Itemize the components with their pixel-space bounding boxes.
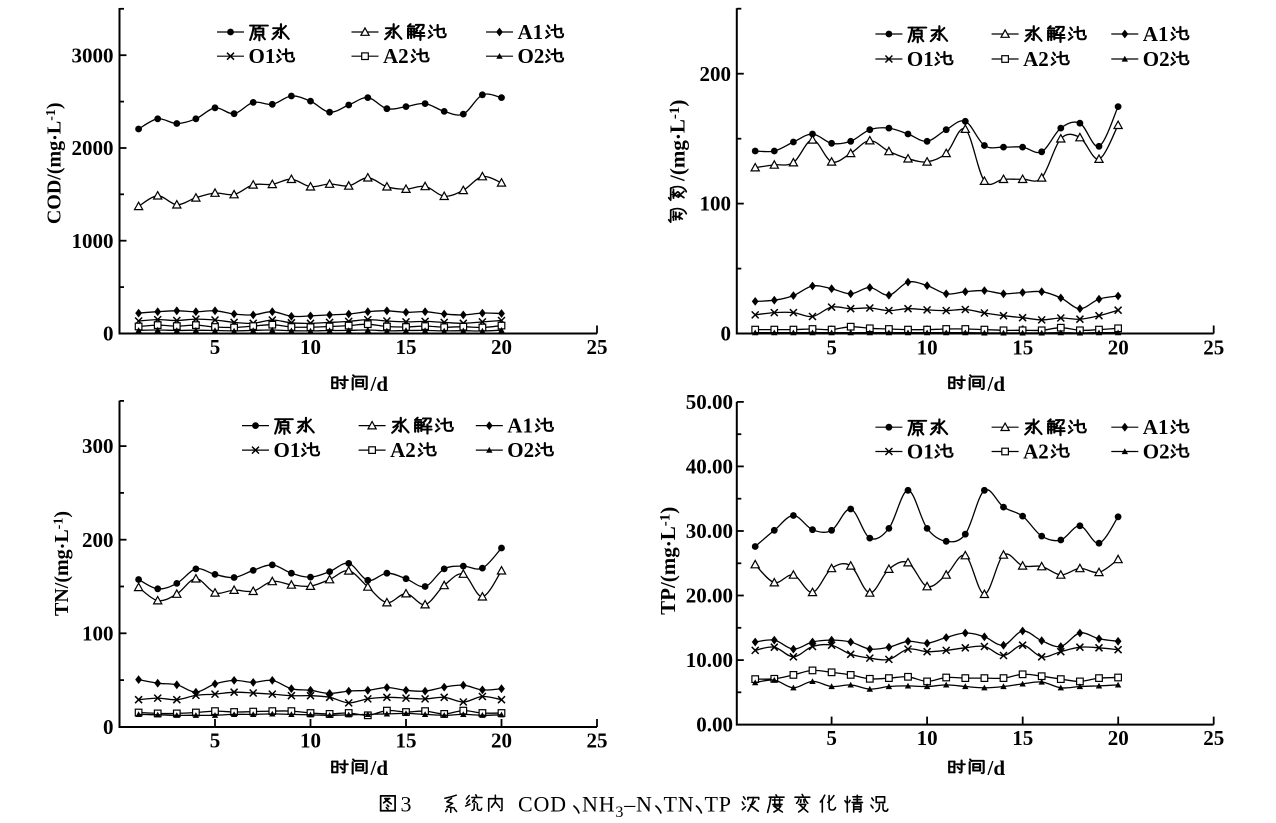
svg-text:O1: O1 — [907, 440, 934, 464]
svg-text:25: 25 — [587, 335, 608, 359]
svg-text:3000: 3000 — [72, 43, 114, 67]
svg-text:20: 20 — [491, 335, 512, 359]
svg-text:COD/(mg·L-1): COD/(mg·L-1) — [44, 102, 67, 224]
svg-text:A2: A2 — [383, 44, 409, 68]
svg-text:A1: A1 — [1143, 415, 1169, 439]
svg-text:10: 10 — [300, 729, 321, 753]
svg-text:200: 200 — [700, 62, 732, 86]
svg-text:O1: O1 — [274, 438, 301, 462]
svg-text:TN: TN — [664, 791, 695, 816]
svg-text:5: 5 — [826, 726, 837, 750]
svg-text:25: 25 — [1203, 335, 1224, 359]
svg-text:5: 5 — [210, 729, 221, 753]
svg-text:15: 15 — [1012, 335, 1033, 359]
svg-text:/(mg·L-1): /(mg·L-1) — [666, 100, 691, 182]
svg-text:O2: O2 — [507, 438, 534, 462]
svg-text:100: 100 — [82, 621, 114, 645]
svg-text:5: 5 — [210, 335, 221, 359]
svg-text:25: 25 — [1203, 726, 1224, 750]
svg-text:0: 0 — [103, 322, 114, 346]
svg-text:0: 0 — [103, 715, 114, 739]
svg-text:200: 200 — [82, 528, 114, 552]
svg-text:O1: O1 — [907, 47, 934, 71]
svg-text:10: 10 — [300, 335, 321, 359]
svg-text:20: 20 — [1108, 335, 1129, 359]
svg-text:10: 10 — [917, 726, 938, 750]
svg-text:0: 0 — [721, 322, 732, 346]
svg-text:10.00: 10.00 — [686, 648, 733, 672]
svg-text:100: 100 — [700, 192, 732, 216]
svg-text:10: 10 — [917, 335, 938, 359]
svg-text:15: 15 — [396, 335, 417, 359]
svg-text:/d: /d — [987, 372, 1006, 396]
svg-text:50.00: 50.00 — [686, 390, 733, 414]
svg-text:2000: 2000 — [72, 136, 114, 160]
svg-text:25: 25 — [587, 729, 608, 753]
svg-text:O2: O2 — [1143, 47, 1170, 71]
svg-text:/d: /d — [987, 756, 1006, 780]
svg-text:O2: O2 — [1143, 440, 1170, 464]
svg-text:A2: A2 — [1023, 47, 1049, 71]
svg-text:A2: A2 — [390, 438, 416, 462]
svg-text:30.00: 30.00 — [686, 519, 733, 543]
svg-text:15: 15 — [1012, 726, 1033, 750]
svg-text:3: 3 — [401, 791, 413, 816]
svg-text:/d: /d — [370, 756, 389, 780]
svg-text:A1: A1 — [518, 20, 544, 44]
svg-text:/d: /d — [370, 372, 389, 396]
svg-text:15: 15 — [396, 729, 417, 753]
svg-text:TP: TP — [705, 791, 732, 816]
svg-text:20: 20 — [1108, 726, 1129, 750]
svg-text:0.00: 0.00 — [696, 713, 733, 737]
svg-text:O2: O2 — [518, 44, 545, 68]
svg-text:40.00: 40.00 — [686, 455, 733, 479]
svg-text:A1: A1 — [507, 414, 533, 438]
svg-text:20: 20 — [491, 729, 512, 753]
svg-text:A1: A1 — [1143, 22, 1169, 46]
svg-text:COD: COD — [518, 791, 567, 816]
svg-text:20.00: 20.00 — [686, 584, 733, 608]
svg-text:TN/(mg·L-1): TN/(mg·L-1) — [51, 511, 74, 616]
svg-text:300: 300 — [82, 434, 114, 458]
svg-text:O1: O1 — [249, 44, 276, 68]
svg-text:1000: 1000 — [72, 229, 114, 253]
svg-text:5: 5 — [826, 335, 837, 359]
svg-text:A2: A2 — [1023, 440, 1049, 464]
